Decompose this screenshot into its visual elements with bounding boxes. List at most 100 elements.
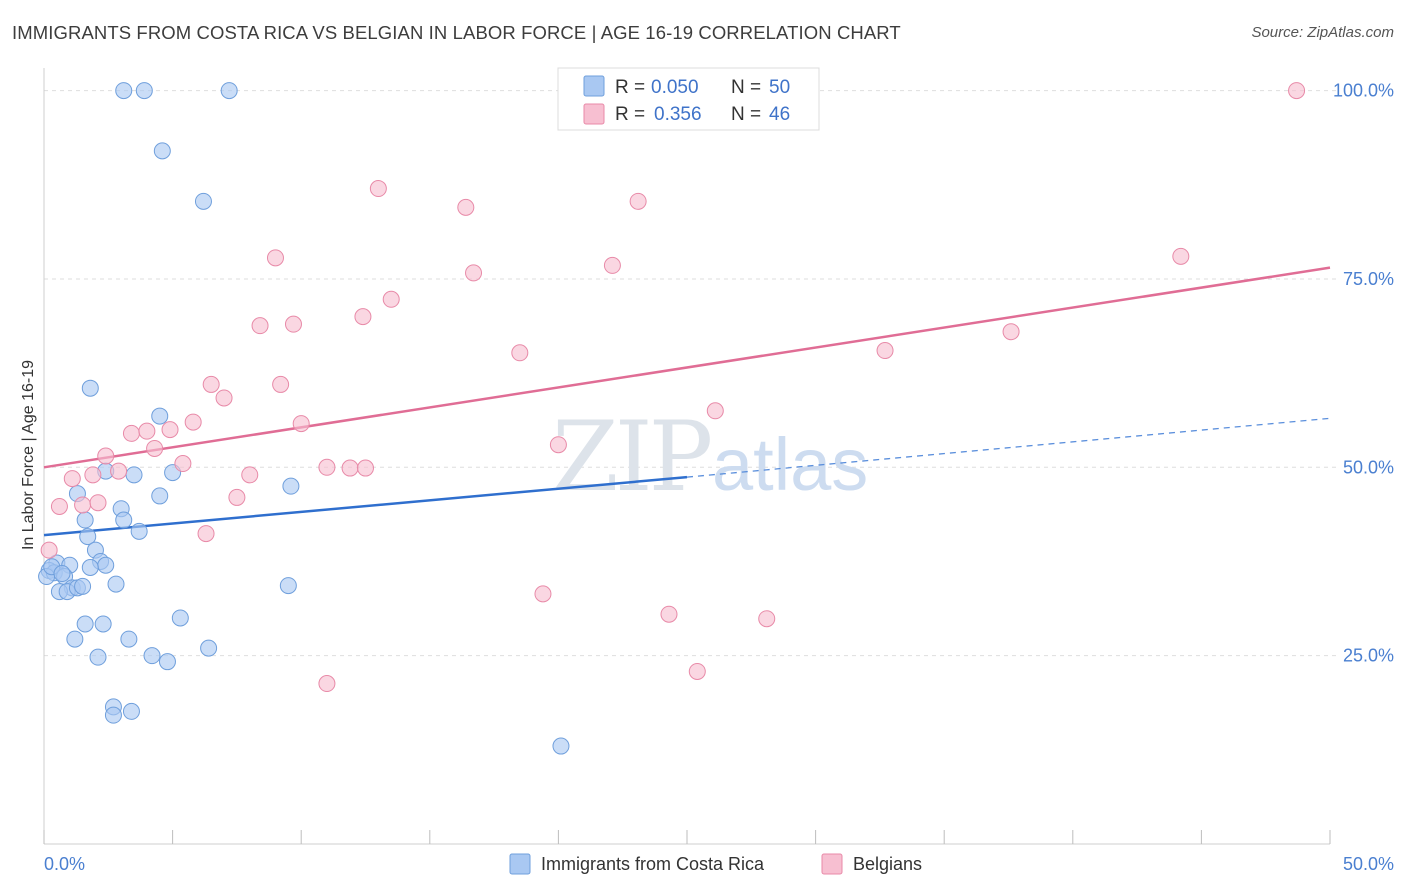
- point-series1-32: [84, 466, 102, 484]
- watermark: ZIP atlas: [552, 401, 868, 513]
- point-series0-43: [104, 706, 122, 724]
- point-series0-40: [143, 647, 161, 665]
- trend-line-costa-rica: [43, 475, 688, 537]
- point-series1-16: [272, 375, 290, 393]
- point-series0-4: [194, 192, 212, 210]
- chart-title: IMMIGRANTS FROM COSTA RICA VS BELGIAN IN…: [12, 22, 901, 43]
- legend-n-value-2: 46: [769, 104, 790, 125]
- point-series1-2: [457, 198, 475, 216]
- data-points: [38, 82, 1306, 755]
- point-series1-42: [758, 610, 776, 628]
- point-series0-16: [79, 528, 97, 546]
- legend-swatch-belgians: [583, 103, 605, 125]
- point-series0-21: [97, 556, 115, 574]
- point-series1-34: [63, 470, 81, 488]
- point-series0-46: [282, 477, 300, 495]
- point-series0-39: [89, 648, 107, 666]
- point-series1-17: [215, 389, 233, 407]
- point-series1-10: [251, 317, 269, 335]
- source-credit: Source: ZipAtlas.com: [1251, 24, 1394, 41]
- legend-r-value-2: 0.356: [654, 104, 702, 125]
- point-series1-44: [318, 675, 336, 693]
- point-series0-27: [107, 575, 125, 593]
- point-series0-15: [130, 522, 148, 540]
- point-series1-41: [660, 605, 678, 623]
- legend-swatch-costa-rica: [583, 75, 605, 97]
- point-series0-10: [151, 487, 169, 505]
- point-series1-19: [184, 413, 202, 431]
- point-series1-18: [706, 402, 724, 420]
- x-tick-labels: 0.0% 50.0%: [44, 854, 1394, 874]
- watermark-atlas: atlas: [712, 423, 868, 506]
- legend-r-label-1: R =: [615, 77, 645, 98]
- grid-lines: [44, 90, 1340, 657]
- point-series1-13: [511, 344, 529, 362]
- point-series1-24: [146, 439, 164, 457]
- point-series0-1: [135, 82, 153, 100]
- point-series1-27: [174, 455, 192, 473]
- x-tick-label-1: 50.0%: [1343, 854, 1394, 874]
- point-series0-48: [74, 577, 92, 595]
- point-series1-28: [318, 458, 336, 476]
- x-tick-label-0: 0.0%: [44, 854, 85, 874]
- point-series1-23: [138, 422, 156, 440]
- legend-n-value-1: 50: [769, 77, 790, 98]
- point-series1-1: [369, 180, 387, 198]
- y-tick-label-3: 100.0%: [1333, 81, 1394, 101]
- point-series0-6: [151, 407, 169, 425]
- point-series1-4: [1172, 247, 1190, 265]
- point-series1-22: [122, 424, 140, 442]
- point-series1-8: [382, 290, 400, 308]
- y-axis-label: In Labor Force | Age 16-19: [20, 360, 37, 550]
- point-series1-5: [266, 249, 284, 267]
- axes: [43, 68, 1331, 845]
- bottom-legend-label-belgians: Belgians: [853, 854, 922, 874]
- y-tick-label-1: 50.0%: [1343, 457, 1394, 477]
- series-legend: Immigrants from Costa Rica Belgians: [509, 853, 922, 875]
- legend-r-value-1: 0.050: [651, 77, 699, 98]
- point-series1-6: [465, 264, 483, 282]
- point-series1-33: [241, 466, 259, 484]
- point-series0-32: [279, 577, 297, 595]
- trend-line-costa-rica-projection: [686, 417, 1331, 478]
- y-tick-label-2: 75.0%: [1343, 269, 1394, 289]
- point-series0-44: [122, 702, 140, 720]
- stats-legend: R = 0.050 N = 50 R = 0.356 N = 46: [557, 67, 820, 131]
- trend-lines: [43, 266, 1331, 537]
- point-series0-8: [125, 466, 143, 484]
- point-series1-20: [292, 415, 310, 433]
- point-series1-9: [354, 308, 372, 326]
- point-series1-14: [876, 342, 894, 360]
- point-series0-22: [81, 559, 99, 577]
- point-series0-13: [115, 511, 133, 529]
- watermark-zip: ZIP: [552, 401, 711, 513]
- point-series0-0: [115, 82, 133, 100]
- point-series1-11: [284, 315, 302, 333]
- point-series1-3: [629, 192, 647, 210]
- point-series0-34: [94, 615, 112, 633]
- y-tick-label-0: 25.0%: [1343, 646, 1394, 666]
- point-series1-37: [50, 497, 68, 515]
- bottom-legend-swatch-belgians: [821, 853, 843, 875]
- point-series1-29: [341, 459, 359, 477]
- point-series0-5: [81, 379, 99, 397]
- point-series1-43: [688, 662, 706, 680]
- point-series1-45: [89, 494, 107, 512]
- point-series1-7: [603, 256, 621, 274]
- point-series0-14: [76, 511, 94, 529]
- point-series0-36: [66, 630, 84, 648]
- legend-r-label-2: R =: [615, 104, 645, 125]
- point-series1-39: [40, 541, 58, 559]
- point-series0-33: [76, 615, 94, 633]
- trend-line-belgians: [43, 266, 1331, 469]
- bottom-legend-label-costa-rica: Immigrants from Costa Rica: [541, 854, 765, 874]
- legend-n-label-2: N =: [731, 104, 761, 125]
- point-series1-21: [161, 421, 179, 439]
- point-series0-2: [220, 82, 238, 100]
- point-series1-31: [110, 462, 128, 480]
- point-series0-41: [158, 653, 176, 671]
- y-tick-labels: 25.0% 50.0% 75.0% 100.0%: [1333, 81, 1394, 666]
- point-series1-36: [74, 496, 92, 514]
- point-series1-25: [549, 436, 567, 454]
